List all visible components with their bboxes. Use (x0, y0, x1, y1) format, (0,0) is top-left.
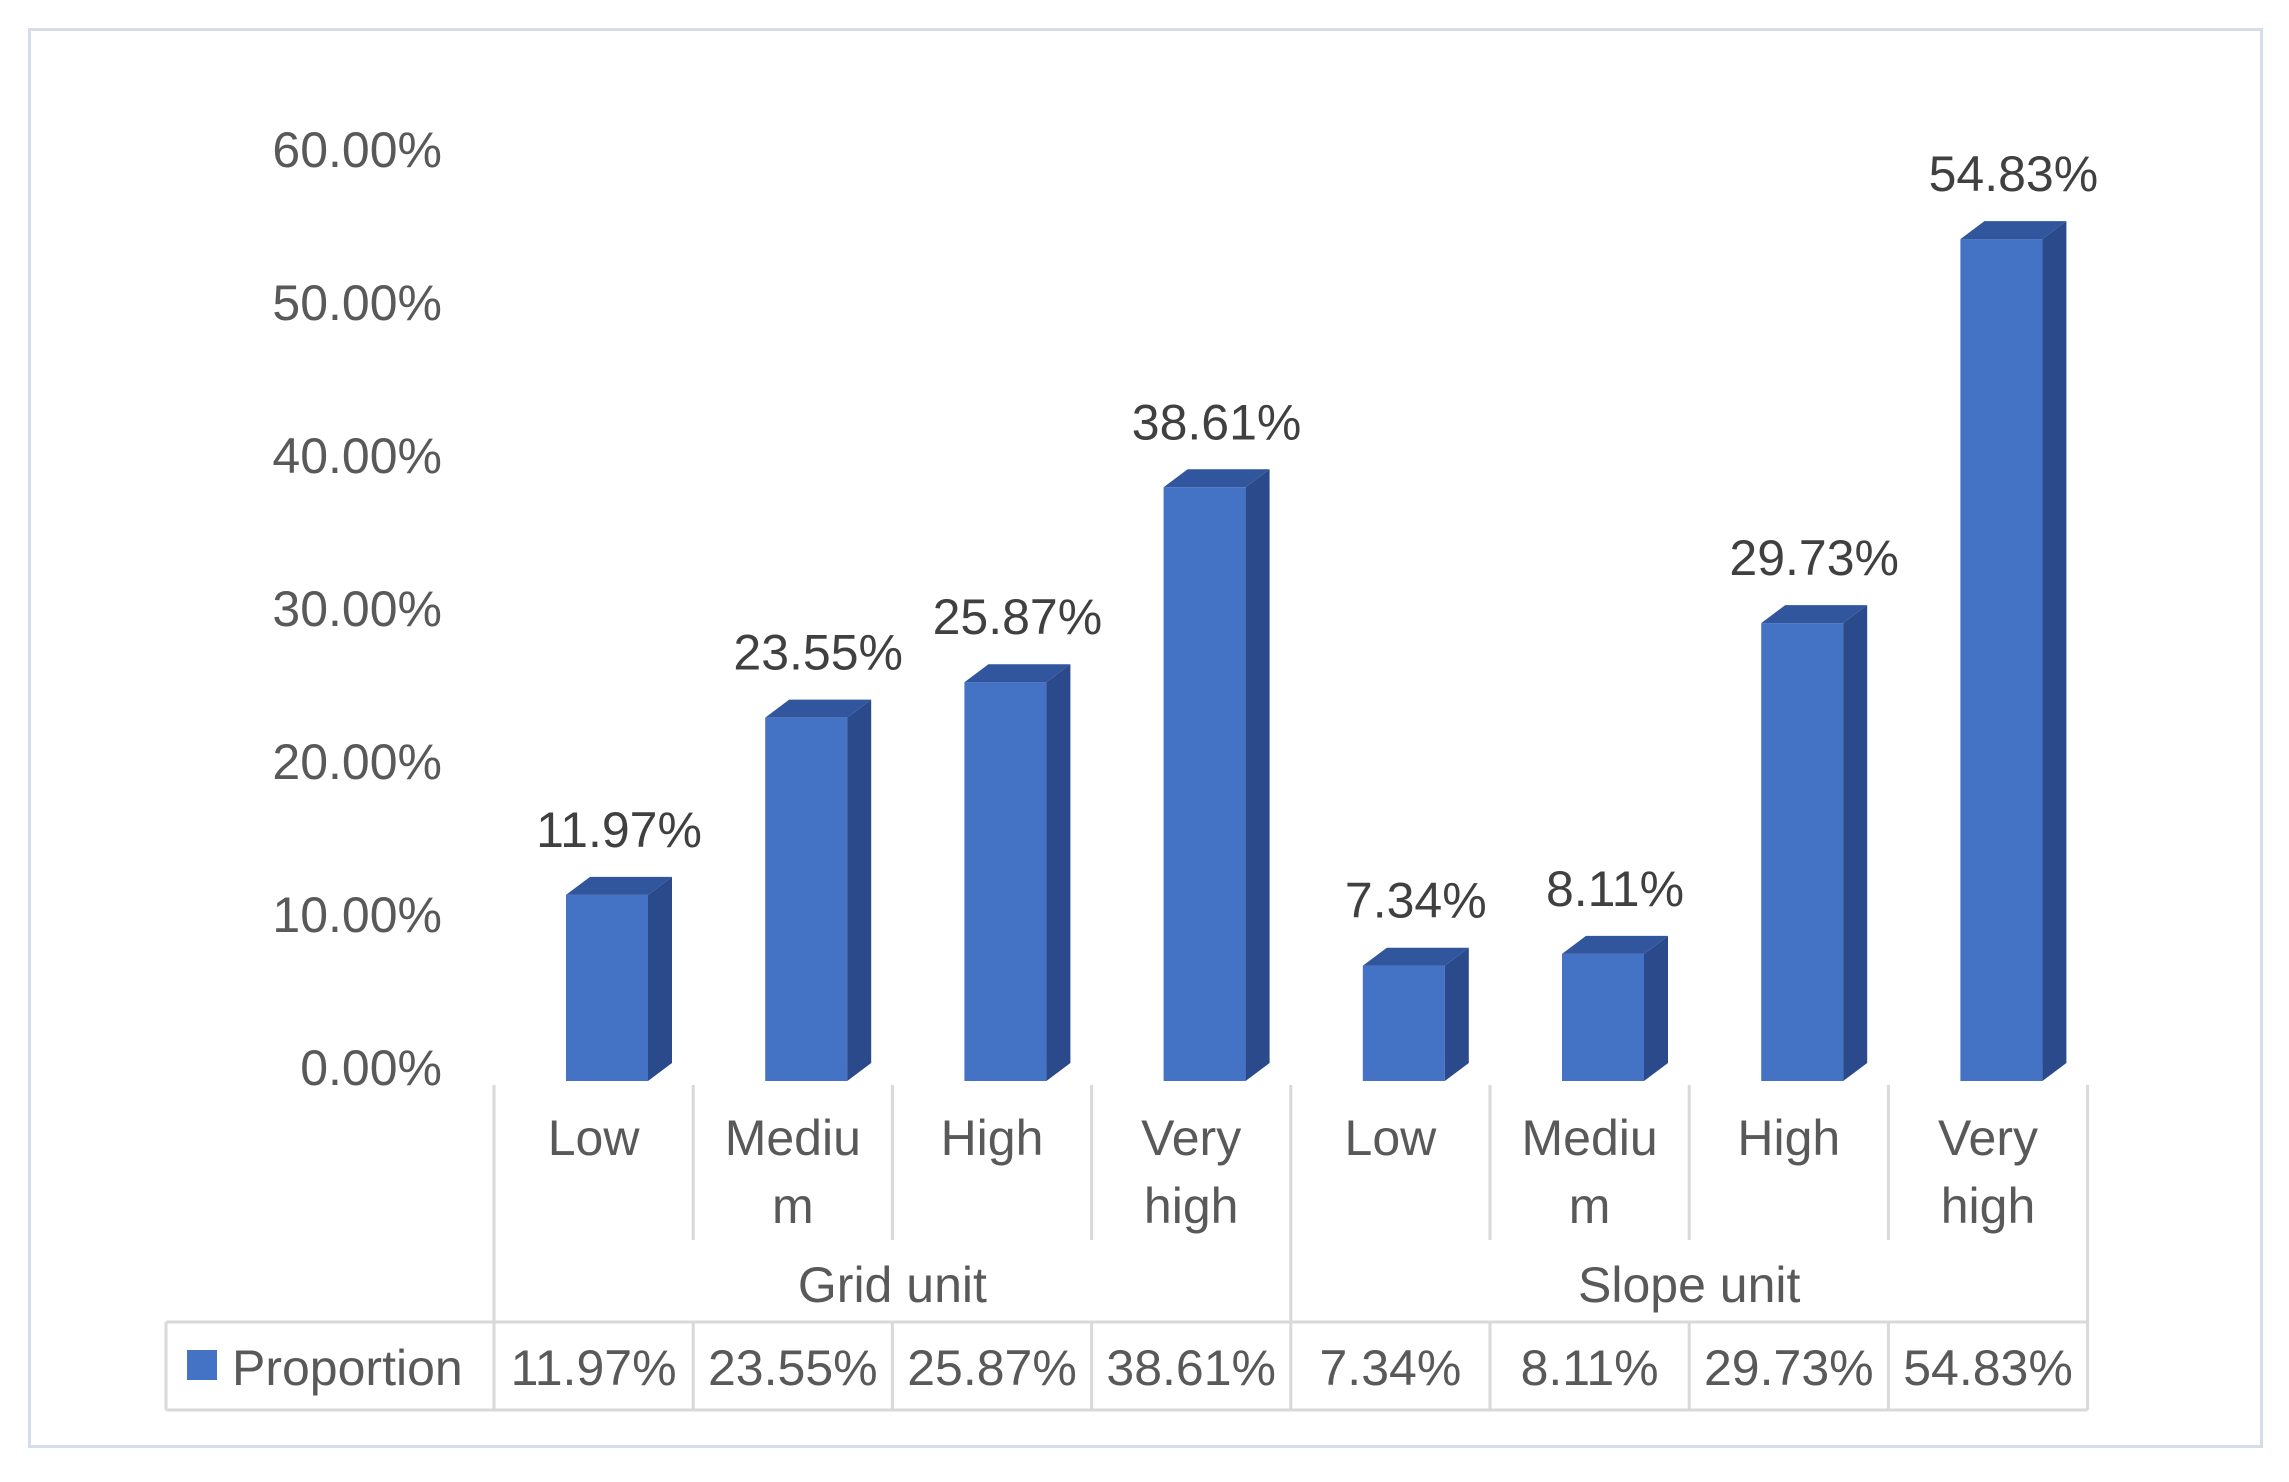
bar-3-front (964, 682, 1047, 1081)
bar-4-top (1163, 469, 1270, 488)
bar-4-side (1245, 469, 1270, 1082)
legend-key (187, 1350, 217, 1380)
data-label-4: 38.61% (1132, 394, 1302, 450)
y-tick-label: 0.00% (300, 1040, 442, 1096)
bar-2-front (765, 717, 848, 1081)
bar-8-front (1960, 239, 2043, 1081)
data-label-8: 54.83% (1929, 146, 2099, 202)
bar-2-side (847, 699, 872, 1081)
bar-6-side (1644, 935, 1668, 1081)
data-label-6: 8.11% (1546, 861, 1684, 917)
bar-4-front (1163, 487, 1246, 1082)
category-label: Very (1938, 1110, 2038, 1166)
data-label-5: 7.34% (1345, 873, 1487, 929)
legend-label: Proportion (232, 1340, 463, 1396)
table-value-4: 38.61% (1106, 1340, 1276, 1396)
table-value-5: 7.34% (1320, 1340, 1462, 1396)
bar-6-front (1562, 953, 1644, 1081)
category-label: m (1569, 1178, 1611, 1234)
table-value-7: 29.73% (1704, 1340, 1874, 1396)
chart-frame (28, 28, 2263, 1448)
bar-7-front (1761, 623, 1844, 1081)
table-value-8: 54.83% (1903, 1340, 2073, 1396)
y-tick-label: 60.00% (272, 122, 442, 178)
table-value-3: 25.87% (907, 1340, 1077, 1396)
category-label: high (1144, 1178, 1239, 1234)
bar-3-side (1046, 664, 1071, 1081)
table-value-1: 11.97% (511, 1340, 677, 1396)
bar-5-side (1444, 947, 1469, 1081)
bar-3-top (964, 664, 1071, 683)
category-label: Low (1345, 1110, 1438, 1166)
table-value-2: 23.55% (708, 1340, 878, 1396)
category-label: Mediu (1522, 1110, 1658, 1166)
category-label: High (941, 1110, 1044, 1166)
bar-8-top (1960, 221, 2067, 240)
bar-6-top (1562, 935, 1668, 954)
y-tick-label: 50.00% (272, 275, 442, 331)
bar-1-front (566, 894, 648, 1081)
data-label-1: 11.97% (536, 802, 702, 858)
bar-7-top (1761, 605, 1868, 624)
y-tick-label: 40.00% (272, 428, 442, 484)
category-label: Very (1141, 1110, 1241, 1166)
bar-5-top (1362, 947, 1469, 966)
group-label-1: Grid unit (798, 1257, 987, 1313)
data-label-2: 23.55% (733, 625, 903, 681)
bar-7-side (1843, 605, 1868, 1081)
bar-8-side (2042, 221, 2067, 1081)
category-label: m (772, 1178, 814, 1234)
y-tick-label: 30.00% (272, 581, 442, 637)
y-tick-label: 10.00% (272, 887, 442, 943)
category-label: high (1941, 1178, 2036, 1234)
category-label: High (1737, 1110, 1840, 1166)
data-label-7: 29.73% (1729, 530, 1899, 586)
y-tick-label: 20.00% (272, 734, 442, 790)
bar-5-front (1362, 965, 1445, 1081)
category-label: Mediu (725, 1110, 861, 1166)
data-label-3: 25.87% (933, 589, 1103, 645)
category-label: Low (548, 1110, 641, 1166)
bar-2-top (765, 699, 872, 718)
bar-1-side (648, 876, 672, 1081)
group-label-2: Slope unit (1578, 1257, 1800, 1313)
table-value-6: 8.11% (1521, 1340, 1659, 1396)
bar-1-top (566, 876, 672, 895)
